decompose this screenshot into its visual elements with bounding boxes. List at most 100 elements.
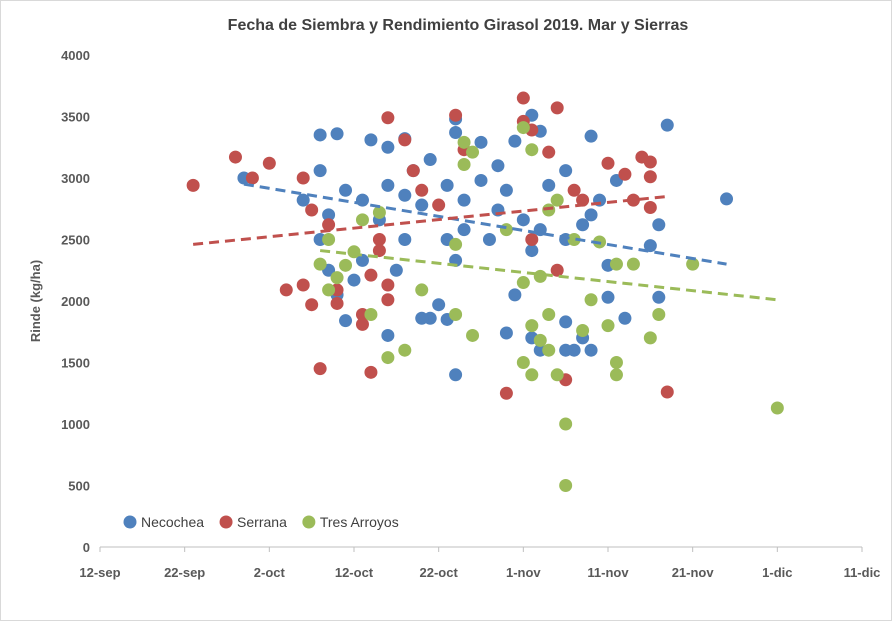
data-point	[364, 308, 378, 322]
data-point	[432, 198, 446, 212]
data-point	[449, 308, 463, 322]
data-point	[584, 129, 598, 143]
x-tick-label: 11-nov	[587, 565, 629, 580]
y-tick-label: 2000	[61, 294, 90, 309]
data-point	[542, 178, 556, 192]
data-point	[305, 203, 319, 217]
x-tick-label: 22-oct	[420, 565, 459, 580]
x-tick-label: 1-nov	[506, 565, 541, 580]
data-point	[601, 156, 615, 170]
data-point	[550, 263, 564, 277]
x-tick-label: 12-oct	[335, 565, 374, 580]
x-tick-label: 1-dic	[762, 565, 792, 580]
data-point	[372, 205, 386, 219]
data-point	[542, 308, 556, 322]
y-tick-label: 4000	[61, 48, 90, 63]
data-point	[381, 293, 395, 307]
data-point	[626, 257, 640, 271]
data-point	[457, 223, 471, 237]
data-point	[364, 268, 378, 282]
data-point	[415, 283, 429, 297]
data-point	[525, 233, 539, 246]
data-point	[643, 331, 657, 345]
data-point	[567, 183, 581, 197]
data-point	[355, 253, 369, 267]
data-point	[609, 356, 623, 369]
data-point	[516, 91, 530, 105]
data-point	[660, 385, 674, 399]
data-point	[584, 208, 598, 222]
y-tick-label: 500	[68, 479, 90, 494]
data-point	[466, 145, 480, 159]
data-point	[339, 258, 353, 272]
data-point	[601, 290, 615, 304]
data-point	[584, 343, 598, 357]
data-point	[559, 479, 573, 492]
data-point	[516, 276, 530, 290]
data-point	[550, 368, 564, 382]
data-point	[550, 193, 564, 207]
legend-marker	[302, 515, 316, 529]
data-point	[457, 157, 471, 171]
data-point	[406, 164, 420, 178]
trendline	[319, 249, 778, 302]
data-point	[372, 244, 386, 258]
data-point	[576, 193, 590, 207]
x-tick-label: 11-dic	[844, 565, 881, 580]
data-point	[720, 192, 734, 206]
data-point	[432, 298, 446, 312]
data-point	[559, 343, 573, 357]
data-point	[389, 263, 403, 277]
data-point	[381, 278, 395, 292]
data-point	[347, 273, 361, 287]
data-point	[542, 343, 556, 357]
y-axis-label: Rinde (kg/ha)	[28, 260, 43, 342]
legend-marker	[123, 515, 137, 529]
data-point	[609, 368, 623, 382]
data-point	[643, 155, 657, 169]
data-point	[398, 188, 412, 202]
data-point	[364, 133, 378, 147]
data-point	[322, 218, 336, 232]
data-point	[626, 193, 640, 207]
data-point	[398, 233, 412, 246]
data-point	[440, 178, 454, 192]
data-point	[618, 311, 632, 325]
data-point	[499, 223, 513, 237]
data-point	[618, 167, 632, 181]
y-tick-label: 1000	[61, 417, 90, 432]
data-point	[245, 171, 259, 185]
data-point	[313, 128, 327, 142]
data-point	[449, 237, 463, 251]
data-point	[609, 257, 623, 271]
data-point	[449, 125, 463, 139]
data-point	[516, 213, 530, 227]
data-point	[686, 257, 700, 271]
data-point	[542, 145, 556, 159]
chart-title: Fecha de Siembra y Rendimiento Girasol 2…	[228, 17, 689, 34]
data-point	[279, 283, 293, 297]
data-point	[466, 328, 480, 342]
data-point	[652, 308, 666, 322]
data-point	[516, 356, 530, 369]
trendline	[243, 182, 727, 266]
x-tick-label: 21-nov	[672, 565, 715, 580]
data-point	[559, 164, 573, 178]
y-tick-label: 0	[83, 540, 90, 555]
data-point	[381, 351, 395, 365]
data-point	[423, 153, 437, 167]
data-point	[525, 244, 539, 258]
data-point	[381, 111, 395, 125]
data-point	[296, 171, 310, 185]
y-tick-label: 3000	[61, 171, 90, 186]
data-point	[567, 233, 581, 246]
data-point	[499, 326, 513, 340]
data-point	[652, 218, 666, 232]
data-point	[330, 296, 344, 310]
data-point	[525, 143, 539, 157]
data-point	[643, 239, 657, 253]
data-point	[339, 183, 353, 197]
data-point	[415, 198, 429, 212]
data-point	[262, 156, 276, 170]
